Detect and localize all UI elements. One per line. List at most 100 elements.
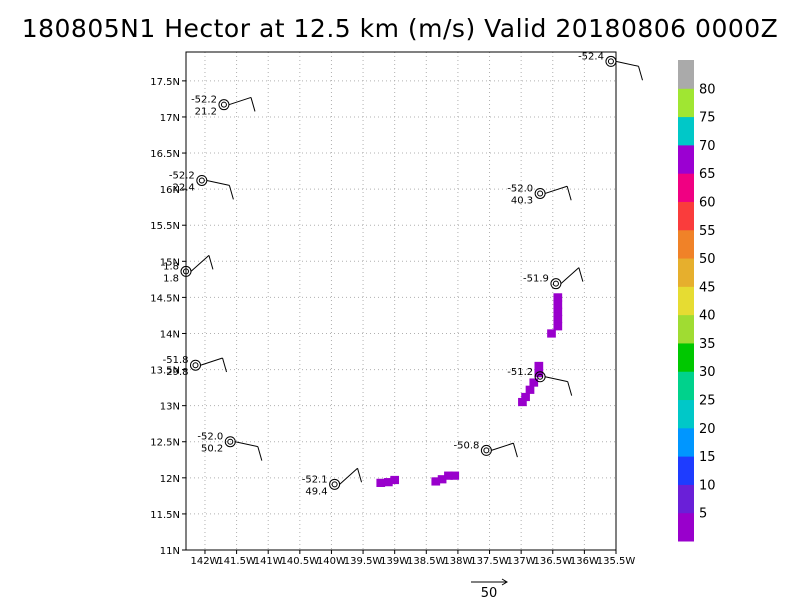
wind-barb-flag (512, 443, 518, 458)
station-ring (550, 278, 562, 290)
colorbar-swatch (678, 371, 694, 401)
wind-barb-flag (222, 357, 228, 373)
wind-barb-flag (566, 186, 572, 201)
y-tick-label: 12.5N (150, 438, 180, 449)
colorbar-label: 75 (699, 111, 716, 126)
x-tick-label: 141.5W (217, 556, 256, 567)
plot-frame (185, 51, 617, 551)
grid-lines (186, 52, 617, 551)
station-wind-label: 40.3 (511, 195, 533, 206)
reference-vector: 50 (471, 578, 508, 600)
y-tick-label: 15N (160, 257, 180, 268)
station-wind-label: 29.8 (166, 367, 188, 378)
colorbar-swatch (678, 286, 694, 316)
x-tick-label: 139W (380, 556, 409, 567)
station-ring (480, 444, 492, 456)
station-wind-label: 21.2 (195, 107, 217, 118)
wind-barb-shaft (560, 267, 580, 285)
shaded-cell (553, 300, 563, 309)
y-tick-label: 13.5N (150, 366, 180, 377)
shaded-cell (553, 293, 563, 302)
wind-barb-flag (638, 66, 643, 81)
colorbar-label: 65 (699, 167, 716, 182)
colorbar-label: 20 (699, 422, 716, 437)
shaded-cell (521, 392, 530, 402)
station-core (537, 190, 544, 197)
wind-barb-shaft (200, 357, 223, 366)
wind-barb-shaft (190, 254, 210, 272)
station-7: -51.2 (507, 367, 573, 396)
station-temp-label: -50.8 (453, 440, 479, 451)
wind-barb-flag (567, 381, 573, 396)
colorbar-swatch (678, 512, 694, 542)
shaded-cell (534, 369, 544, 378)
station-core (198, 177, 205, 184)
wind-barb-flag (357, 468, 363, 483)
shaded-cell (390, 475, 400, 485)
colorbar-swatch (678, 258, 694, 287)
y-tick-label: 14.5N (150, 293, 180, 304)
station-ring (218, 99, 230, 111)
station-temp-label: -51.2 (507, 367, 533, 378)
station-5: -52.149.4 (302, 467, 363, 497)
shaded-cell (553, 322, 563, 331)
colorbar-label: 45 (699, 280, 716, 295)
shaded-cell (376, 478, 386, 487)
y-tick-label: 17.5N (150, 77, 180, 88)
colorbar-label: 30 (699, 365, 716, 380)
station-ring (189, 359, 201, 371)
shaded-cell (553, 314, 563, 324)
station-core (183, 268, 189, 275)
y-tick-label: 11.5N (150, 510, 180, 521)
station-wind-label: 50.2 (201, 444, 223, 455)
station-2: 1.81.8 (163, 254, 214, 284)
x-tick-label: 138.5W (407, 556, 446, 567)
shaded-cell (529, 378, 539, 387)
wind-barb-flag (228, 185, 234, 200)
y-tick-label: 13N (160, 402, 180, 413)
station-temp-label: -52.1 (302, 474, 328, 485)
colorbar: 5 10 15 20 25 30 35 40 45 50 55 60 65 70 75 80 (678, 60, 716, 542)
colorbar-swatch (678, 399, 694, 429)
station-temp-label: -51.9 (523, 274, 549, 285)
station-core (220, 101, 227, 108)
station-core (331, 481, 338, 488)
colorbar-label: 15 (699, 450, 716, 465)
station-core (537, 373, 544, 380)
colorbar-swatch (678, 201, 694, 231)
x-axis: 142W141.5W141W140.5W140W139.5W139W138.5W… (190, 550, 635, 567)
colorbar-swatch (678, 173, 694, 202)
colorbar-swatch (678, 342, 694, 372)
wind-barb-shaft (235, 441, 258, 448)
x-tick-label: 139.5W (344, 556, 383, 567)
colorbar-swatch (678, 116, 694, 146)
wind-barb-flag (257, 446, 263, 461)
x-tick-label: 135.5W (597, 556, 636, 567)
x-tick-label: 137.5W (470, 556, 509, 567)
station-temp-label: -52.2 (169, 170, 195, 181)
station-3: -51.829.8 (163, 355, 228, 378)
shaded-cells (376, 293, 563, 487)
wind-barb-shaft (491, 442, 514, 451)
wind-barb-flag (208, 255, 214, 270)
colorbar-label: 5 (699, 507, 707, 522)
wind-barb-flag (578, 267, 584, 282)
shaded-cell (525, 385, 535, 394)
station-1: -52.222.4 (169, 170, 234, 200)
shaded-cell (444, 471, 453, 480)
wind-barb-shaft (228, 96, 252, 106)
colorbar-label: 25 (699, 394, 716, 409)
station-6: -50.8 (453, 440, 518, 458)
colorbar-swatch (678, 314, 694, 344)
shaded-cell (534, 361, 544, 371)
wind-barb-shaft (615, 60, 639, 67)
colorbar-label: 10 (699, 478, 716, 493)
x-tick-label: 136W (570, 556, 599, 567)
station-temp-label: -52.0 (507, 183, 533, 194)
y-tick-label: 16N (160, 185, 180, 196)
station-10: -52.4 (578, 51, 643, 81)
station-core (227, 438, 234, 445)
station-ring (534, 187, 546, 199)
x-tick-label: 142W (190, 556, 219, 567)
wind-barb-shaft (206, 179, 230, 186)
